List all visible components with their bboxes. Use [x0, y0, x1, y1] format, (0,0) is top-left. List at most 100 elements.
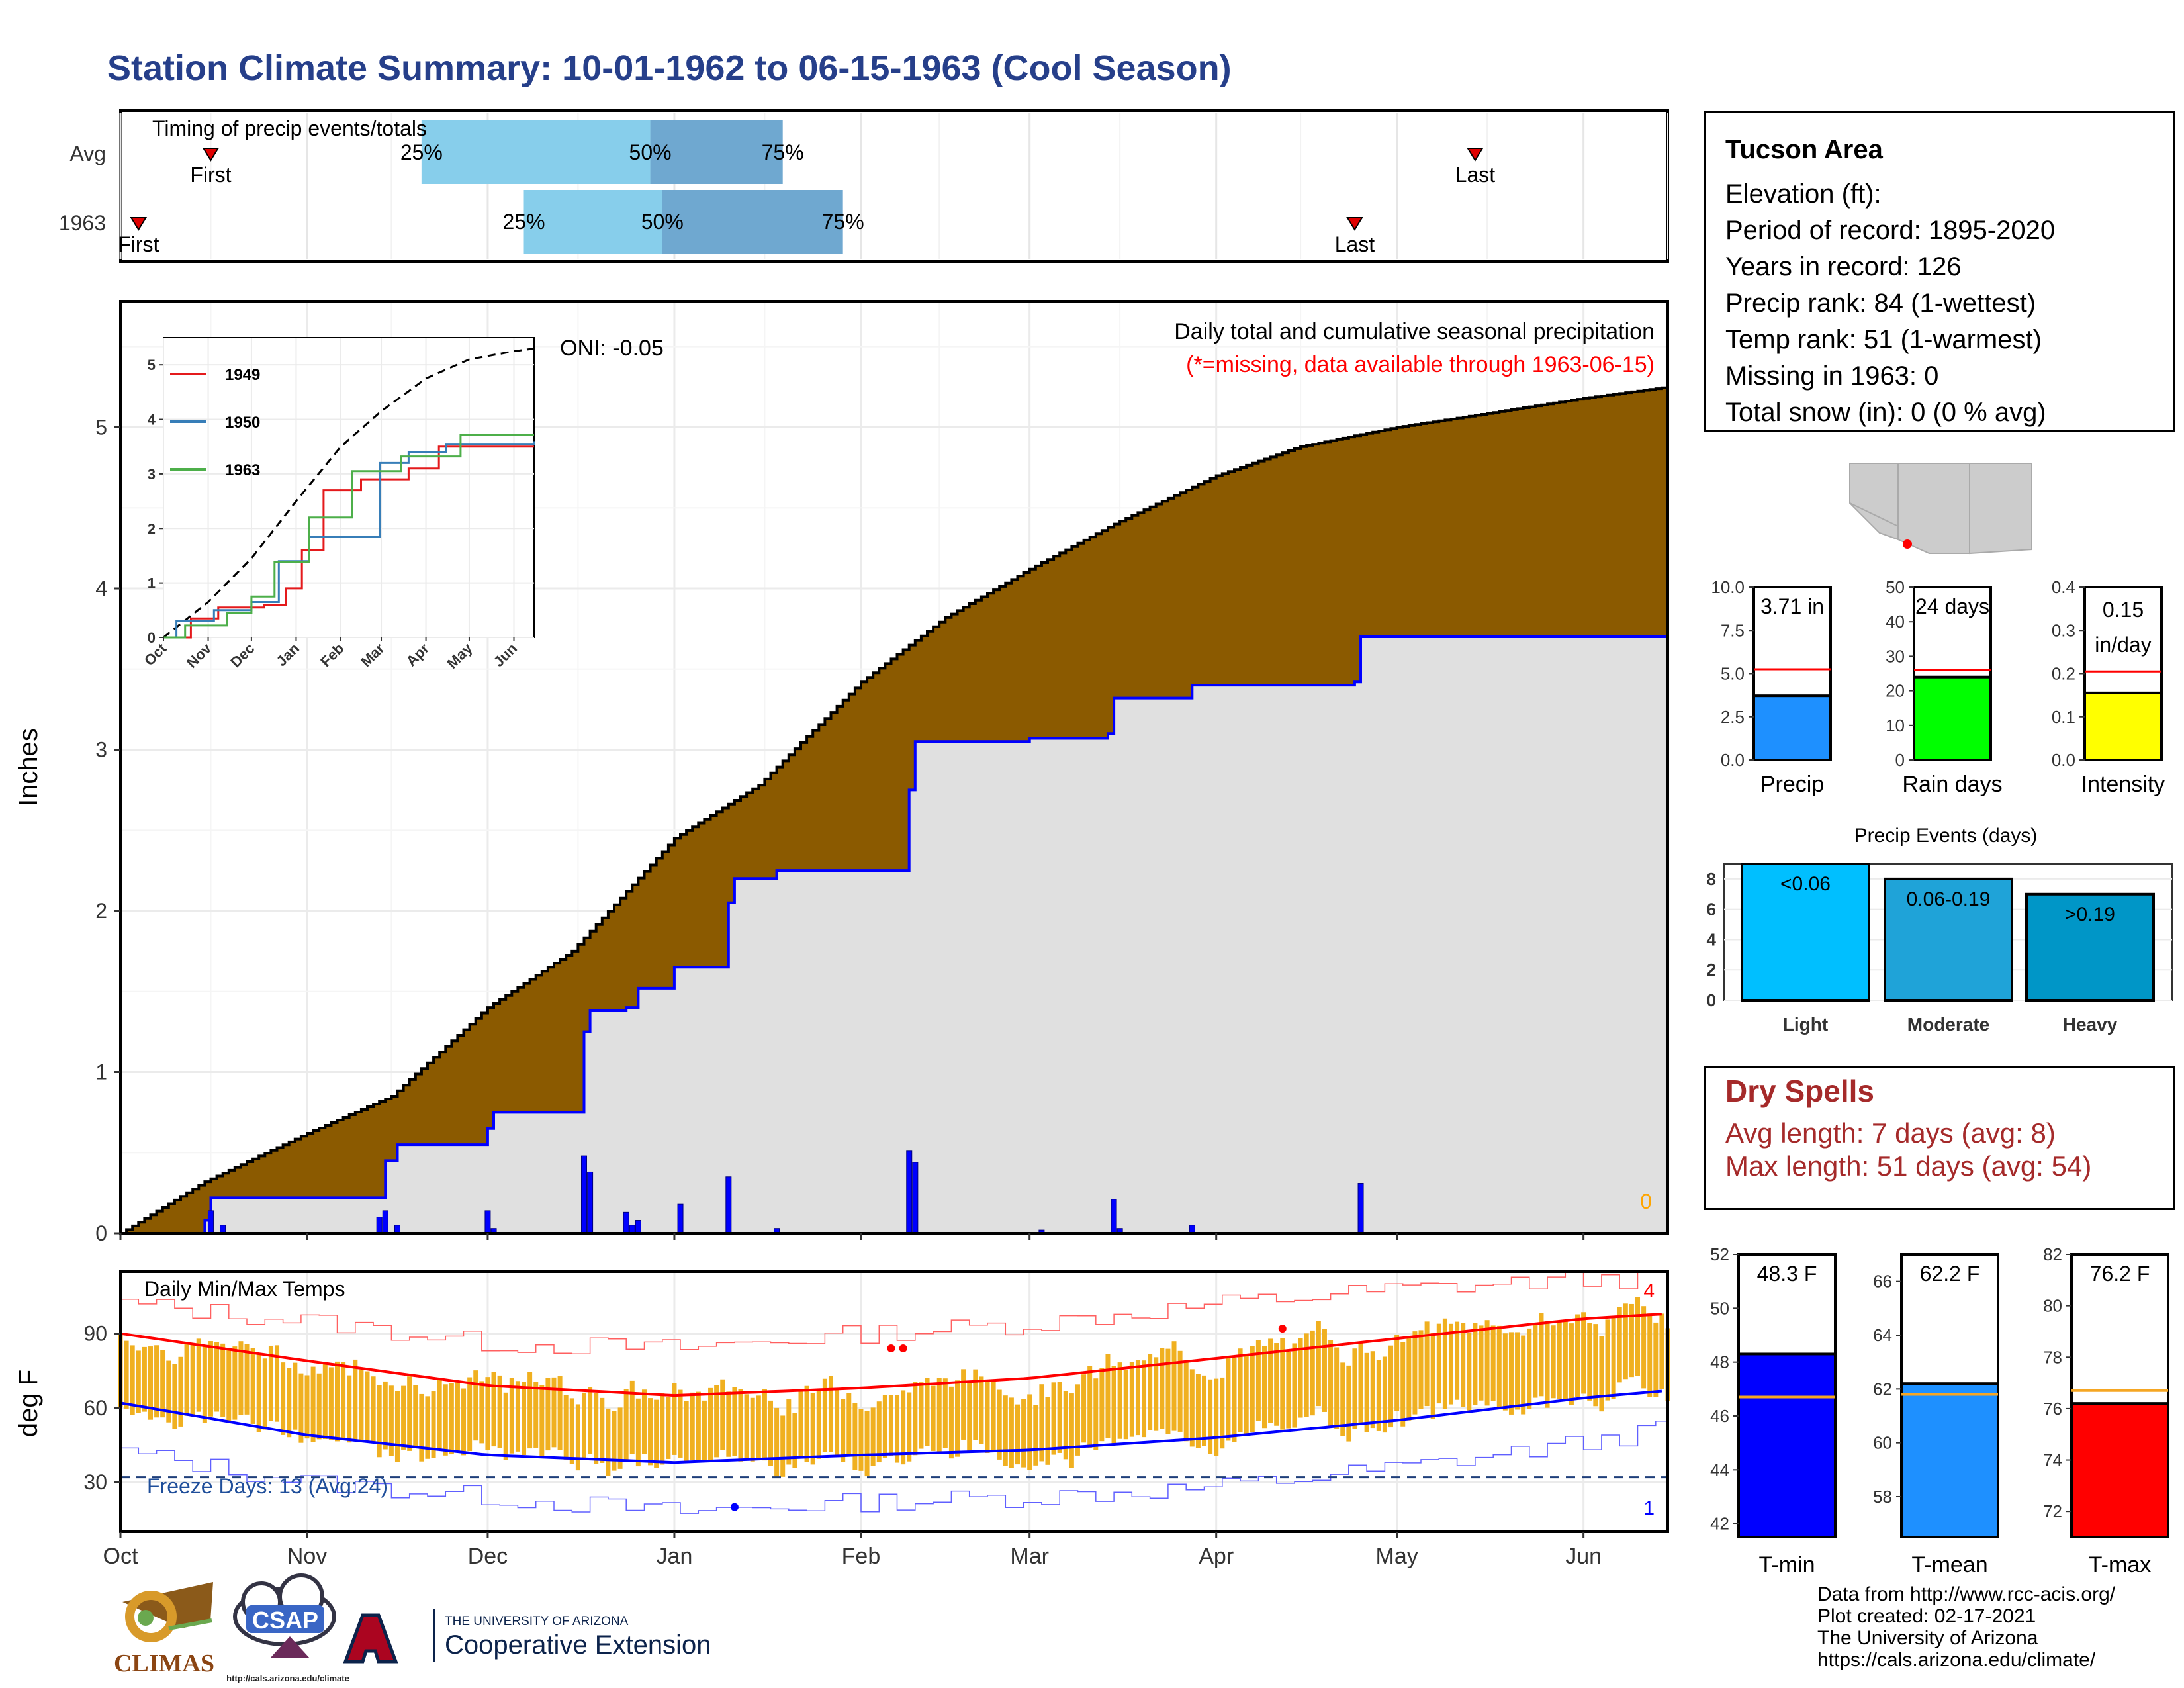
events-title: Precip Events (days) — [1854, 825, 2038, 847]
temp-daily-bar — [1352, 1348, 1357, 1429]
temp-y-axis: 30 60 90 — [83, 1322, 120, 1494]
temp-gauge-name: T-min — [1759, 1552, 1815, 1577]
temp-gauge-tick-label: 60 — [1873, 1433, 1892, 1453]
temp-daily-bar — [792, 1413, 797, 1468]
credit-data-source: Data from http://www.rcc-acis.org/ — [1817, 1583, 2116, 1605]
temp-gauge-bar — [1737, 1352, 1837, 1538]
temp-daily-bar — [1183, 1362, 1189, 1442]
daily-precip-bar — [484, 1210, 491, 1234]
missing-note: (*=missing, data available through 1963-… — [1186, 352, 1655, 377]
temp-gauge-tick-label: 72 — [2043, 1501, 2062, 1521]
temp-daily-bar — [1268, 1338, 1273, 1423]
temp-daily-bar — [1051, 1382, 1056, 1455]
freeze-days: Freeze Days: 13 (Avg:24) — [147, 1474, 388, 1498]
temp-daily-bar — [1310, 1330, 1315, 1416]
temp-daily-bar — [353, 1359, 358, 1440]
csap-mountain — [270, 1636, 310, 1658]
temp-daily-bar — [142, 1346, 147, 1412]
temp-daily-bar — [617, 1407, 623, 1469]
temp-gauge-tick-label: 46 — [1710, 1406, 1729, 1426]
daily-precip-bar — [677, 1203, 684, 1234]
temp-daily-bar — [1009, 1397, 1014, 1468]
temp-daily-bar — [244, 1344, 250, 1415]
daily-precip-bar — [382, 1210, 388, 1234]
inset-gridlines — [163, 338, 534, 638]
temp-daily-bar — [148, 1346, 153, 1420]
temp-daily-bar — [720, 1379, 725, 1451]
temp-daily-bar — [527, 1372, 533, 1449]
climas-logo: CLIMAS — [114, 1582, 214, 1677]
temp-gauge-value-label: 76.2 F — [2090, 1262, 2150, 1286]
temp-daily-bar — [841, 1399, 846, 1462]
missing-count: 0 — [1640, 1190, 1652, 1213]
temp-daily-bar — [184, 1342, 189, 1416]
ua-logo-bottom-text: Cooperative Extension — [445, 1630, 711, 1660]
temp-daily-bar — [931, 1385, 936, 1451]
temp-daily-bar — [925, 1378, 930, 1446]
temp-frame — [119, 1270, 1669, 1533]
events-category-label: Light — [1783, 1014, 1828, 1035]
temp-daily-bar — [1045, 1397, 1050, 1465]
gauge-tick-label: 0.3 — [2052, 620, 2075, 640]
temp-daily-bar — [1298, 1338, 1303, 1418]
temp-daily-bar — [256, 1353, 261, 1432]
temp-daily-bar — [750, 1397, 755, 1462]
temp-daily-bar — [696, 1391, 701, 1463]
gauge-tick-label: 50 — [1886, 577, 1905, 597]
temp-y-label: deg F — [14, 1370, 43, 1437]
inset-y-tick-label: 4 — [148, 412, 156, 428]
record-high-marker — [1278, 1325, 1287, 1333]
temp-daily-bar — [401, 1385, 406, 1450]
daily-precip-bar — [635, 1220, 641, 1234]
temp-daily-bar — [1461, 1323, 1466, 1407]
temp-daily-bar — [810, 1393, 815, 1465]
temp-daily-bar — [1569, 1323, 1574, 1405]
precip-header: Daily total and cumulative seasonal prec… — [1174, 319, 1655, 344]
temp-daily-bar — [864, 1411, 870, 1477]
temp-daily-bar — [485, 1377, 490, 1450]
temp-daily-bar — [1171, 1341, 1177, 1431]
temp-daily-bar — [563, 1395, 569, 1460]
temp-daily-bar — [539, 1385, 545, 1458]
timing-last-marker — [1467, 148, 1484, 162]
events-category-label: Moderate — [1907, 1014, 1989, 1035]
temp-daily-bar — [1093, 1378, 1099, 1450]
temp-daily-bar — [1148, 1354, 1153, 1430]
timing-bar-25-50 — [523, 190, 662, 254]
temp-daily-bar — [660, 1393, 665, 1465]
temp-daily-bar — [250, 1348, 255, 1424]
temp-daily-bar — [1563, 1321, 1568, 1401]
info-elevation: Elevation (ft): — [1725, 179, 1882, 209]
temp-daily-bar — [545, 1378, 551, 1451]
daily-precip-bar — [912, 1162, 919, 1234]
climas-mark-dot — [138, 1610, 154, 1626]
temp-daily-bar — [365, 1371, 370, 1442]
temp-gauge-tick-label: 52 — [1710, 1244, 1729, 1264]
temp-daily-bar — [714, 1385, 719, 1458]
temp-daily-bar — [310, 1366, 316, 1442]
precip-y-tick-label: 1 — [95, 1060, 107, 1084]
events-y-tick-label: 4 — [1707, 929, 1717, 949]
temp-daily-bar — [1400, 1342, 1406, 1427]
temp-daily-bar — [985, 1380, 990, 1454]
inset-legend-label-1950: 1950 — [225, 414, 260, 432]
temp-daily-bar — [1316, 1321, 1321, 1407]
temp-daily-bar — [1238, 1348, 1243, 1432]
temp-y-tick-label: 60 — [83, 1396, 107, 1420]
temp-gauge-tick-label: 74 — [2043, 1450, 2062, 1470]
temp-daily-bar — [1208, 1379, 1213, 1454]
temp-x-axis: Oct Nov Dec Jan Feb Mar Apr May Jun — [103, 1532, 1602, 1569]
temp-gauge-tick-label: 76 — [2043, 1399, 2062, 1419]
record-max-line — [120, 1270, 1668, 1354]
temp-daily-bar — [1442, 1318, 1447, 1409]
temp-daily-bar — [479, 1381, 484, 1444]
temp-daily-bar — [901, 1390, 906, 1465]
events-bar-light — [1741, 863, 1870, 1002]
temp-daily-bar — [955, 1380, 960, 1457]
map-state-south — [1849, 502, 1899, 541]
temp-x-tick-label: Mar — [1010, 1544, 1049, 1569]
temp-daily-bar — [1334, 1347, 1340, 1429]
events-y-tick-label: 0 — [1707, 990, 1716, 1010]
